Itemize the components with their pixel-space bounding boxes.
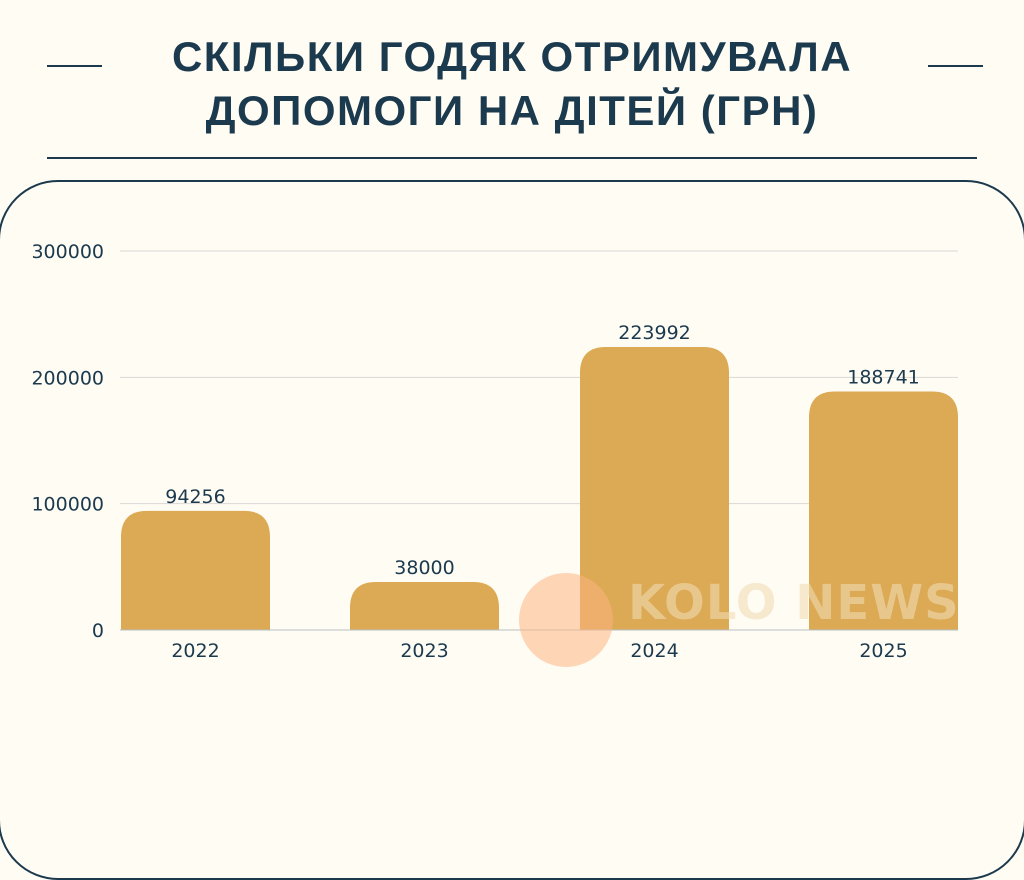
chart-title: СКІЛЬКИ ГОДЯК ОТРИМУВАЛА ДОПОМОГИ НА ДІТ… — [0, 30, 1024, 138]
title-line-1: СКІЛЬКИ ГОДЯК ОТРИМУВАЛА — [171, 33, 853, 80]
title-dash-left — [47, 65, 102, 67]
y-tick-label: 0 — [92, 620, 104, 642]
watermark-circle — [519, 573, 613, 667]
data-label: 188741 — [847, 367, 920, 389]
title-rule — [47, 157, 977, 159]
bar-2024 — [580, 347, 729, 630]
title-dash-right — [928, 65, 983, 67]
bar-2023 — [350, 581, 499, 630]
bar-2022 — [121, 510, 270, 630]
y-tick-label: 100000 — [31, 494, 104, 516]
data-label: 38000 — [394, 557, 454, 579]
y-tick-label: 300000 — [31, 241, 104, 263]
x-tick-label: 2023 — [400, 640, 448, 662]
data-label: 223992 — [618, 322, 691, 344]
bar-chart: 0 100000 200000 300000 94256 2022 38000 2023 223… — [31, 241, 958, 662]
x-tick-label: 2022 — [171, 640, 219, 662]
bar-2025 — [809, 391, 958, 630]
x-tick-label: 2025 — [859, 640, 907, 662]
data-label: 94256 — [165, 486, 225, 508]
watermark: KOLO NEWS — [628, 575, 960, 631]
x-tick-label: 2024 — [630, 640, 678, 662]
y-tick-label: 200000 — [31, 367, 104, 389]
title-line-2: ДОПОМОГИ НА ДІТЕЙ (ГРН) — [205, 87, 819, 134]
